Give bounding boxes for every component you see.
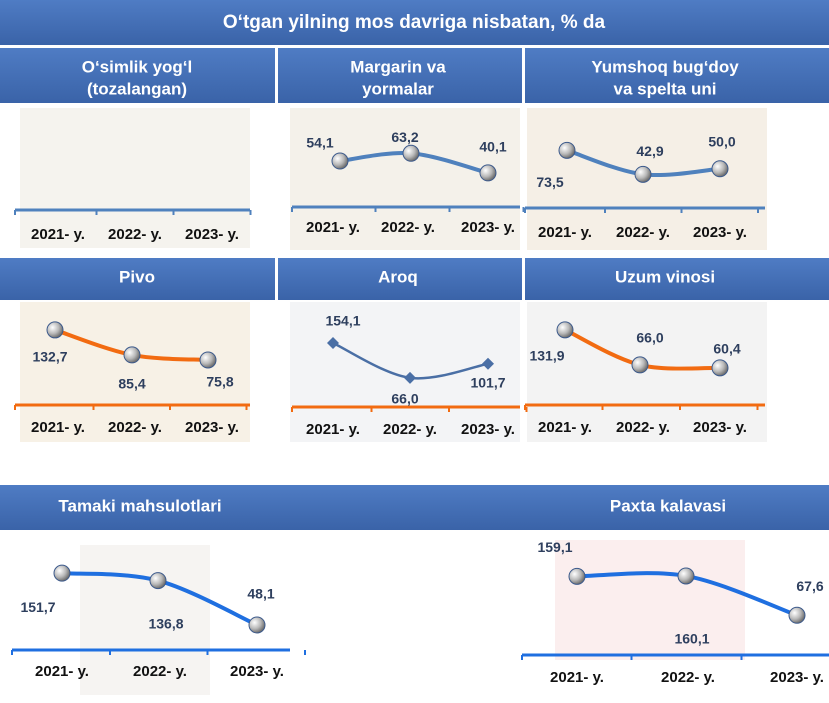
data-label: 151,7 [20, 599, 55, 615]
x-tick-label: 2021- y. [35, 663, 89, 680]
marker [46, 321, 64, 339]
x-tick-label: 2021- y. [550, 669, 604, 686]
data-label: 40,1 [479, 139, 506, 155]
x-tick-label: 2023- y. [461, 219, 515, 236]
data-label: 60,4 [713, 341, 740, 357]
marker [677, 567, 695, 585]
marker [53, 564, 71, 582]
x-tick-label: 2023- y. [461, 421, 515, 438]
title-bar [0, 48, 829, 103]
data-label: 42,9 [636, 143, 663, 159]
marker [123, 346, 141, 364]
data-label: 66,0 [636, 330, 663, 346]
marker [199, 351, 217, 369]
data-label: 154,1 [325, 313, 360, 329]
x-tick-label: 2021- y. [538, 419, 592, 436]
marker [631, 356, 649, 374]
data-label: 131,9 [529, 348, 564, 364]
data-label: 66,0 [391, 391, 418, 407]
chart-title: O‘simlik yog‘l [82, 57, 193, 76]
marker [711, 160, 729, 178]
separator [522, 48, 525, 103]
chart-title: va spelta uni [614, 79, 717, 98]
marker [556, 321, 574, 339]
chart-title: Tamaki mahsulotlari [58, 496, 221, 515]
marker [788, 606, 806, 624]
x-tick-label: 2023- y. [770, 669, 824, 686]
chart-title: Paxta kalavasi [610, 496, 726, 515]
x-tick-label: 2022- y. [108, 226, 162, 243]
x-tick-label: 2022- y. [133, 663, 187, 680]
marker [711, 359, 729, 377]
chart-title: yormalar [362, 79, 434, 98]
x-tick-label: 2021- y. [538, 224, 592, 241]
data-label: 160,1 [674, 631, 709, 647]
x-tick-label: 2022- y. [383, 421, 437, 438]
x-tick-label: 2021- y. [31, 419, 85, 436]
marker [327, 336, 339, 349]
x-tick-label: 2022- y. [661, 669, 715, 686]
data-label: 73,5 [536, 174, 563, 190]
header-bar [0, 0, 829, 45]
data-label: 67,6 [796, 578, 823, 594]
x-tick-label: 2022- y. [616, 419, 670, 436]
x-tick-label: 2021- y. [306, 421, 360, 438]
x-tick-label: 2023- y. [185, 419, 239, 436]
x-tick-label: 2023- y. [693, 419, 747, 436]
x-tick-label: 2023- y. [693, 224, 747, 241]
data-label: 85,4 [118, 376, 145, 392]
separator [275, 258, 278, 300]
x-tick-label: 2023- y. [230, 663, 284, 680]
marker [404, 371, 416, 384]
data-label: 54,1 [306, 135, 333, 151]
title-bar [0, 258, 829, 300]
data-label: 48,1 [247, 586, 274, 602]
x-tick-label: 2021- y. [31, 226, 85, 243]
marker [331, 152, 349, 170]
panel-bg [290, 302, 520, 442]
x-tick-label: 2022- y. [616, 224, 670, 241]
x-tick-label: 2022- y. [108, 419, 162, 436]
chart-title: Uzum vinosi [615, 267, 715, 286]
x-tick-label: 2021- y. [306, 219, 360, 236]
data-label: 75,8 [206, 374, 233, 390]
marker [479, 164, 497, 182]
data-label: 101,7 [470, 374, 505, 390]
title-bar [0, 485, 829, 530]
marker [248, 616, 266, 634]
x-tick-label: 2022- y. [381, 219, 435, 236]
separator [522, 258, 525, 300]
data-label: 132,7 [32, 349, 67, 365]
page-title: O‘tgan yilning mos davriga nisbatan, % d… [223, 12, 606, 33]
data-label: 159,1 [537, 539, 572, 555]
data-label: 63,2 [391, 129, 418, 145]
marker [558, 141, 576, 159]
chart-title: Yumshoq bug‘doy [591, 57, 739, 76]
chart-title: Aroq [378, 267, 418, 286]
chart-title: Margarin va [350, 57, 446, 76]
marker [634, 165, 652, 183]
chart-title: (tozalangan) [87, 79, 187, 98]
panel-bg [290, 108, 520, 250]
panel-bg [20, 108, 250, 248]
panel-bg [555, 540, 745, 660]
marker [568, 567, 586, 585]
marker [402, 144, 420, 162]
chart-title: Pivo [119, 267, 155, 286]
marker [149, 572, 167, 590]
data-label: 50,0 [708, 133, 735, 149]
data-label: 136,8 [148, 615, 183, 631]
marker [482, 357, 494, 370]
x-tick-label: 2023- y. [185, 226, 239, 243]
separator [275, 48, 278, 103]
panel-bg [80, 545, 210, 695]
